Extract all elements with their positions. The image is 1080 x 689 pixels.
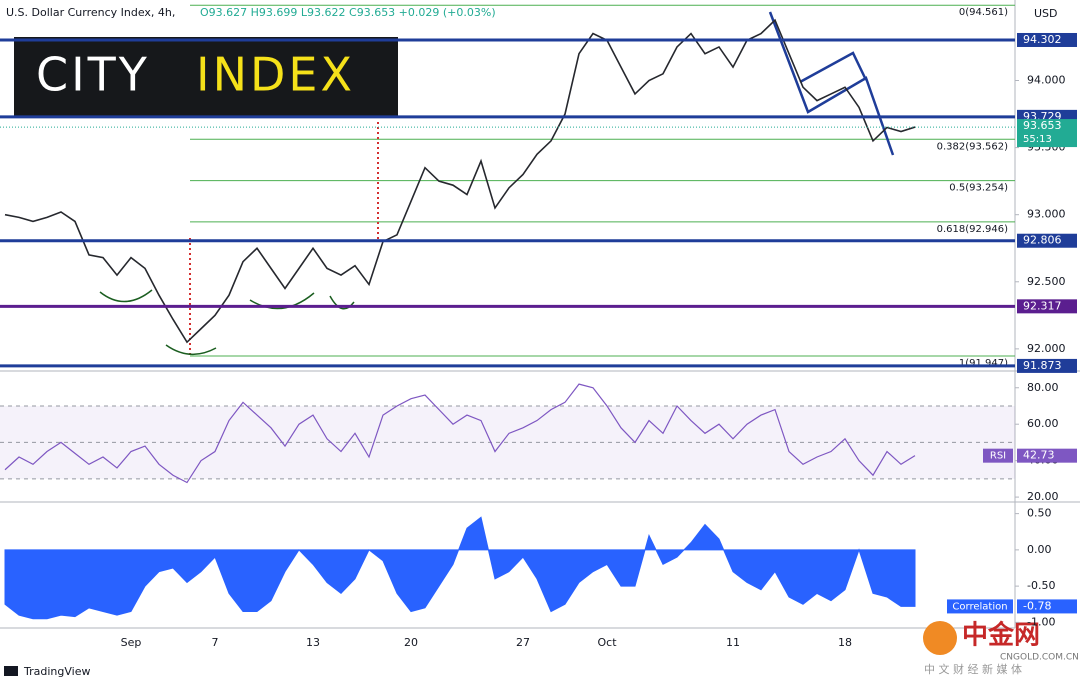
price-line — [4, 18, 916, 344]
x-tick-label: 13 — [306, 636, 320, 649]
series-name: Correlation — [952, 601, 1007, 612]
y-tick-label: 92.000 — [1027, 342, 1066, 355]
logo: CITY INDEX — [14, 37, 398, 117]
level-label: 92.317 — [1023, 299, 1062, 312]
level-label-bg — [1017, 299, 1077, 314]
y-tick-label: 20.00 — [1027, 490, 1059, 503]
x-tick-label: Sep — [121, 636, 142, 649]
watermark-tagline: 中 文 财 经 新 媒 体 — [924, 662, 1022, 676]
level-label-bg — [1017, 32, 1077, 47]
logo-box — [14, 37, 398, 117]
series-name-bg — [947, 599, 1013, 614]
pattern-arc — [99, 289, 153, 303]
ohlc-legend: O93.627 H93.699 L93.622 C93.653 +0.029 (… — [200, 6, 496, 19]
y-tick-label: -1.00 — [1027, 615, 1055, 628]
countdown-label: 55:13 — [1023, 134, 1052, 145]
last-price-label: 93.653 — [1023, 119, 1062, 132]
x-tick-label: 20 — [404, 636, 418, 649]
series-name-bg — [983, 448, 1013, 463]
footer: TradingView — [4, 665, 90, 678]
x-tick-label: Oct — [597, 636, 617, 649]
watermark: 中金网 CNGOLD.COM.CN 中 文 财 经 新 媒 体 — [923, 620, 1079, 676]
y-tick-label: 60.00 — [1027, 417, 1059, 430]
last-value-label: -0.78 — [1023, 599, 1051, 612]
x-tick-label: 18 — [838, 636, 852, 649]
watermark-name: 中金网 — [962, 620, 1040, 651]
correlation-area — [4, 516, 916, 620]
level-label-bg — [1017, 233, 1077, 248]
y-tick-label: 94.000 — [1027, 74, 1066, 87]
unit-label: USD — [1034, 7, 1058, 20]
last-value-label: 42.73 — [1023, 449, 1055, 462]
trend-line — [799, 51, 868, 84]
pattern-arc — [329, 295, 355, 310]
level-label-bg — [1017, 358, 1077, 373]
x-tick-label: 11 — [726, 636, 740, 649]
x-tick-label: 27 — [516, 636, 530, 649]
watermark-icon — [923, 621, 957, 655]
tv-icon — [4, 666, 18, 676]
fib-label: 0.5(93.254) — [949, 183, 1008, 194]
logo-text: CITY — [36, 48, 150, 102]
fib-label: 0(94.561) — [959, 7, 1008, 18]
level-label: 92.806 — [1023, 234, 1062, 247]
pattern-arc — [249, 292, 315, 310]
last-value-label-bg — [1017, 599, 1077, 614]
pattern-arc — [165, 344, 217, 355]
x-tick-label: 7 — [212, 636, 219, 649]
fib-label: 0.618(92.946) — [937, 224, 1009, 235]
fib-label: 0.382(93.562) — [937, 141, 1009, 152]
y-tick-label: 0.00 — [1027, 543, 1052, 556]
y-tick-label: 80.00 — [1027, 381, 1059, 394]
logo-text: INDEX — [196, 48, 355, 102]
y-tick-label: 93.000 — [1027, 208, 1066, 221]
chart-title: U.S. Dollar Currency Index, 4h, — [6, 6, 175, 19]
level-label: 91.873 — [1023, 359, 1062, 372]
rsi-line — [4, 383, 916, 484]
y-tick-label: 92.500 — [1027, 275, 1066, 288]
last-price-bg — [1017, 119, 1077, 148]
footer-text: TradingView — [23, 665, 90, 678]
y-tick-label: 0.50 — [1027, 507, 1052, 520]
watermark-site: CNGOLD.COM.CN — [1000, 653, 1079, 663]
y-tick-label: -0.50 — [1027, 579, 1055, 592]
fib-label: 1(91.947) — [959, 358, 1008, 369]
level-label: 94.302 — [1023, 33, 1062, 46]
last-value-label-bg — [1017, 448, 1077, 463]
series-name: RSI — [990, 451, 1006, 462]
